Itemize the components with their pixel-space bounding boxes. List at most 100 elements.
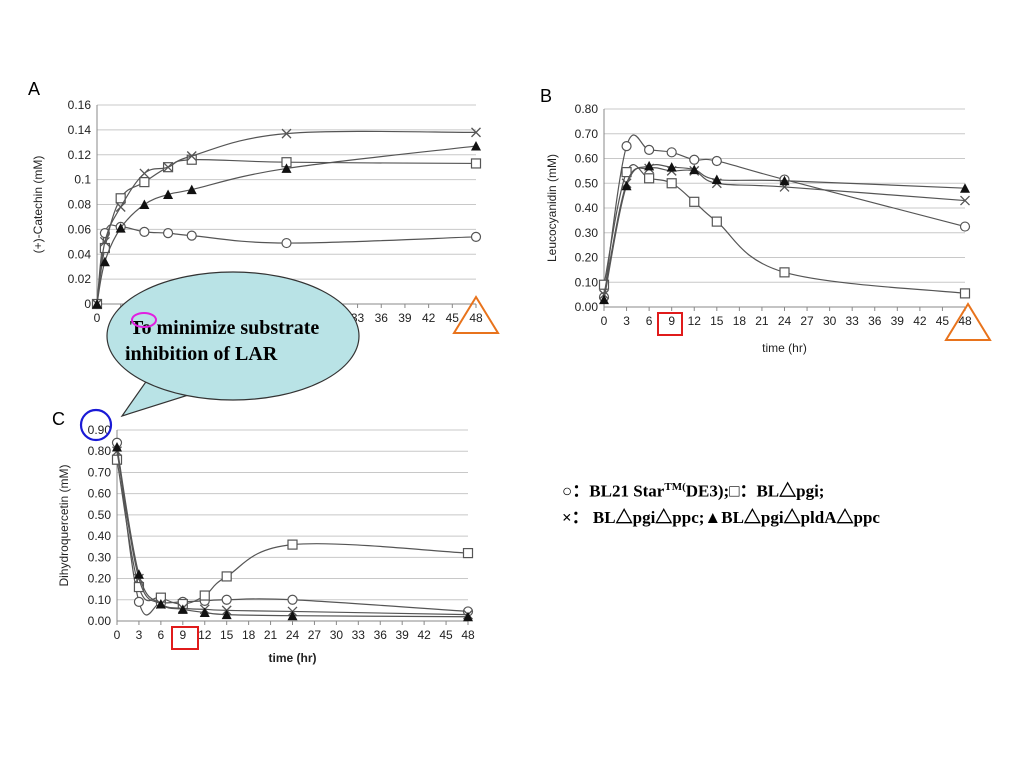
- triangle-point: [186, 184, 197, 195]
- x-tick-label: 42: [417, 628, 431, 642]
- x-tick-label: 45: [439, 628, 453, 642]
- y-tick-label: 0.06: [68, 222, 92, 236]
- legend-line-2: ×： BL△pgi△ppc;▲BL△pgi△pldA△ppc: [562, 507, 880, 527]
- triangle-point: [621, 180, 632, 191]
- square-point: [779, 267, 790, 278]
- highlight-box: [171, 626, 199, 650]
- highlight-box: [657, 312, 683, 336]
- triangle-point: [99, 256, 110, 267]
- y-tick-label: 0.80: [575, 102, 599, 116]
- y-tick-label: 0.00: [575, 300, 599, 314]
- triangle-point: [463, 611, 473, 622]
- x-tick-label: 9: [668, 314, 675, 328]
- y-tick-label: 0.1: [74, 173, 91, 187]
- x-tick-label: 39: [891, 314, 905, 328]
- y-tick-label: 0.90: [88, 423, 112, 437]
- series-line: [116, 451, 469, 616]
- legend: ○：BL21 StarTM(DE3);□：BL△pgi; ×： BL△pgi△p…: [562, 474, 880, 531]
- x-axis-label: time (hr): [762, 341, 807, 355]
- callout-line-1: To minimize substrate: [130, 317, 319, 339]
- x-tick-label: 45: [936, 314, 950, 328]
- triangle-point: [155, 599, 166, 609]
- triangle-point: [287, 610, 298, 621]
- circle-point: [162, 228, 174, 239]
- x-point: [139, 168, 150, 179]
- chart-panel-c: C 0.00 0.10 0.20 0.30 0.40 0.50 0.60 0.70 0.80 0.9…: [52, 409, 475, 665]
- x-point: [99, 236, 110, 247]
- circle-point: [470, 231, 482, 242]
- y-tick-label: 0.12: [68, 148, 92, 162]
- square-point: [644, 173, 655, 184]
- triangle-point: [177, 604, 188, 614]
- x-point: [163, 162, 174, 173]
- y-axis-label: (+)-Catechin (mM): [31, 156, 45, 254]
- triangle-point: [779, 175, 790, 186]
- series-triangle: [599, 160, 970, 305]
- x-tick-label: 36: [375, 311, 389, 325]
- square-point: [139, 177, 150, 188]
- triangle-point: [281, 163, 292, 173]
- y-tick-label: 0.60: [88, 487, 112, 501]
- triangle-point: [199, 607, 210, 618]
- highlight-circle-pink: [131, 312, 157, 328]
- y-tick-label: 0.40: [575, 201, 599, 215]
- x-tick-label: 21: [264, 628, 278, 642]
- square-point: [111, 454, 123, 465]
- x-tick-label: 18: [733, 314, 747, 328]
- highlight-triangle: [452, 295, 500, 334]
- x-tick-label: 42: [913, 314, 927, 328]
- x-tick-label: 6: [158, 628, 165, 642]
- highlight-circle: [79, 408, 113, 442]
- panel-letter: C: [52, 409, 65, 429]
- y-axis-label: Dihydroquercetin (mM): [57, 464, 71, 586]
- callout-join: [152, 376, 201, 393]
- series-circle: [111, 437, 474, 617]
- triangle-point: [689, 164, 700, 175]
- x-tick-label: 0: [94, 311, 101, 325]
- y-tick-label: 0.80: [88, 444, 112, 458]
- square-point: [959, 288, 971, 299]
- x-axis-label: time (hr): [269, 651, 317, 665]
- y-tick-label: 0.70: [88, 465, 112, 479]
- y-tick-label: 0.60: [575, 152, 599, 166]
- x-tick-label: 45: [446, 311, 460, 325]
- x-tick-label: 48: [958, 314, 972, 328]
- x-point: [471, 127, 481, 138]
- y-tick-label: 0.70: [575, 127, 599, 141]
- highlight-triangle: [944, 302, 992, 341]
- triangle-point: [92, 299, 102, 309]
- square-point: [621, 167, 632, 178]
- y-tick-label: 0.10: [575, 275, 599, 289]
- circle-point: [139, 226, 150, 237]
- x-tick-label: 3: [623, 314, 630, 328]
- square-point: [462, 547, 474, 559]
- triangle-point: [960, 183, 970, 193]
- circle-point: [281, 237, 292, 249]
- series-square: [598, 164, 971, 299]
- square-point: [598, 279, 610, 290]
- square-point: [199, 590, 210, 601]
- chart-panel-b: B0.000.100.200.300.400.500.600.700.800 3 6…: [540, 86, 972, 355]
- x-tick-label: 15: [220, 628, 234, 642]
- x-tick-label: 15: [710, 314, 724, 328]
- x-tick-label: 0: [601, 314, 608, 328]
- triangle-point: [133, 569, 144, 579]
- x-point: [115, 202, 126, 212]
- x-tick-label: 36: [868, 314, 882, 328]
- x-tick-label: 36: [374, 628, 388, 642]
- y-axis-label: Leucocyanidin (mM): [545, 154, 559, 262]
- y-tick-label: 0.20: [575, 251, 599, 265]
- x-tick-label: 9: [179, 628, 186, 642]
- x-tick-label: 12: [688, 314, 702, 328]
- circle-point: [621, 141, 632, 152]
- series-line: [116, 442, 469, 616]
- circle-point: [959, 221, 971, 232]
- y-tick-label: 0.30: [575, 226, 599, 240]
- series-triangle: [112, 441, 473, 622]
- series-triangle: [92, 141, 481, 309]
- y-tick-label: 0.00: [88, 614, 112, 628]
- x-tick-label: 21: [755, 314, 769, 328]
- x-tick-label: 24: [286, 628, 300, 642]
- circle-point: [221, 594, 232, 605]
